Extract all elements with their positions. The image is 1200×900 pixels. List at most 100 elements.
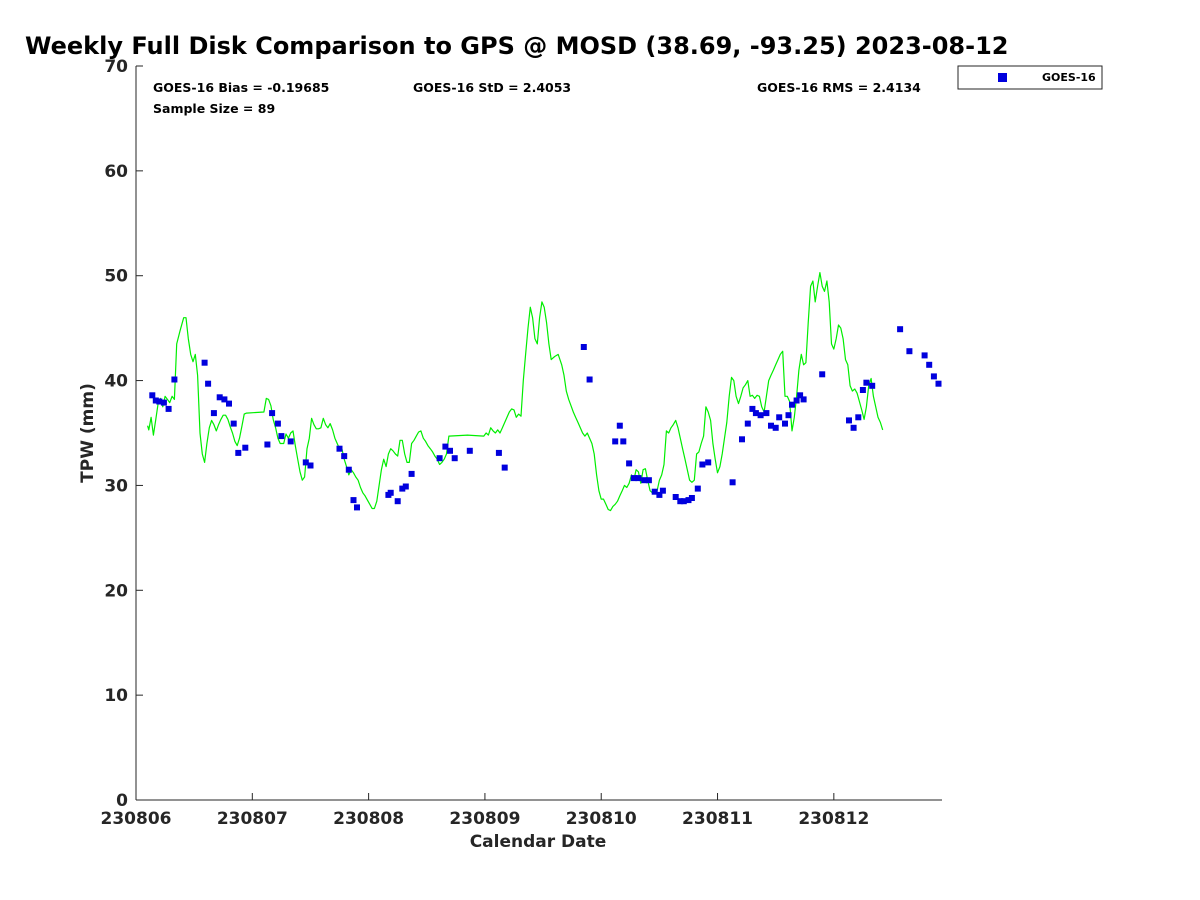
goes16-point — [785, 412, 792, 419]
goes16-point — [757, 412, 764, 419]
goes16-point — [307, 462, 314, 469]
goes16-point — [921, 352, 928, 359]
goes16-point — [772, 424, 779, 431]
goes16-point — [855, 414, 862, 421]
x-tick-label: 230812 — [798, 809, 869, 829]
goes16-point — [930, 373, 937, 380]
y-tick-label: 20 — [104, 581, 128, 601]
goes16-point — [586, 376, 593, 383]
goes16-point — [859, 387, 866, 393]
goes16-point — [739, 436, 745, 443]
goes16-point — [242, 444, 249, 451]
goes16-point — [171, 376, 178, 383]
goes16-point — [656, 491, 663, 498]
goes16-point — [699, 461, 706, 468]
legend: GOES-16 — [957, 65, 1103, 90]
goes16-point — [399, 485, 406, 492]
goes16-point — [345, 466, 352, 473]
x-tick-label: 230809 — [449, 809, 520, 829]
goes16-point — [763, 410, 770, 417]
goes16-point — [680, 498, 687, 505]
goes16-point — [152, 397, 159, 404]
goes16-point — [466, 447, 473, 454]
legend-box — [957, 65, 1103, 90]
goes16-point — [797, 392, 804, 399]
goes16-point — [501, 464, 508, 471]
goes16-point — [897, 326, 904, 333]
goes16-point — [645, 477, 652, 484]
goes16-point — [394, 498, 401, 505]
x-tick-label: 230810 — [566, 809, 637, 829]
goes16-point — [926, 361, 933, 368]
goes16-point — [274, 420, 281, 427]
goes16-point — [819, 371, 826, 378]
goes16-point — [659, 487, 666, 494]
goes16-point — [354, 504, 360, 511]
goes16-point — [869, 382, 876, 389]
goes16-point — [216, 394, 223, 401]
goes16-point — [694, 485, 701, 492]
goes16-point — [165, 405, 172, 412]
legend-marker — [998, 73, 1007, 82]
goes16-point — [156, 398, 163, 405]
goes16-point — [278, 433, 285, 440]
goes16-point — [729, 479, 736, 486]
goes16-point — [230, 420, 237, 427]
goes16-point — [685, 497, 692, 504]
goes16-point — [221, 396, 228, 403]
goes16-point — [789, 401, 795, 408]
plot-area: 0 10 20 30 40 50 60 70 230806 230807 230808 230809… — [101, 57, 942, 829]
y-tick-label: 30 — [104, 476, 128, 496]
goes16-point — [863, 379, 870, 386]
goes16-point — [447, 447, 453, 454]
y-tick-label: 50 — [104, 267, 128, 287]
goes16-point — [451, 455, 458, 462]
x-tick-label: 230807 — [217, 809, 288, 829]
y-tick-label: 60 — [104, 162, 128, 182]
bias-text: GOES-16 Bias = -0.19685 — [153, 80, 329, 95]
goes16-point — [749, 405, 756, 412]
gps-line — [147, 272, 884, 512]
goes16-point — [616, 422, 623, 429]
goes16-point — [935, 380, 942, 387]
gps-series — [147, 272, 884, 512]
x-tick-label: 230806 — [101, 809, 172, 829]
x-ticks: 230806 230807 230808 230809 230810 230811 2308… — [101, 793, 869, 829]
goes16-point — [264, 441, 271, 448]
goes16-point — [782, 420, 788, 427]
rms-text: GOES-16 RMS = 2.4134 — [757, 80, 921, 95]
goes16-point — [793, 397, 800, 404]
goes16-point — [626, 460, 633, 467]
goes16-point — [688, 495, 695, 501]
goes16-point — [744, 420, 751, 427]
goes16-point — [442, 443, 449, 450]
goes16-point — [408, 470, 415, 477]
goes16-point — [776, 414, 783, 421]
goes16-point — [201, 359, 208, 366]
goes16-point — [160, 399, 167, 406]
goes16-point — [350, 497, 357, 504]
goes16-point — [205, 380, 212, 387]
goes16-point — [210, 410, 217, 417]
legend-label: GOES-16 — [1042, 71, 1096, 84]
goes16-point — [906, 348, 913, 355]
goes16-point — [677, 498, 684, 505]
goes16-point — [752, 410, 759, 417]
goes16-point — [630, 475, 637, 482]
goes16-point — [287, 438, 294, 445]
goes16-point — [341, 453, 348, 460]
goes16-point — [768, 422, 774, 429]
goes16-point — [705, 459, 712, 466]
goes16-point — [269, 410, 276, 417]
x-tick-label: 230811 — [682, 809, 753, 829]
goes16-point — [651, 488, 658, 495]
goes16-point — [635, 475, 642, 482]
goes16-point — [402, 483, 409, 490]
goes16-point — [336, 445, 343, 452]
y-tick-label: 10 — [104, 686, 128, 706]
sample-size-text: Sample Size = 89 — [153, 101, 275, 116]
goes16-point — [800, 396, 807, 403]
y-tick-label: 0 — [116, 791, 128, 811]
goes16-point — [580, 344, 587, 350]
